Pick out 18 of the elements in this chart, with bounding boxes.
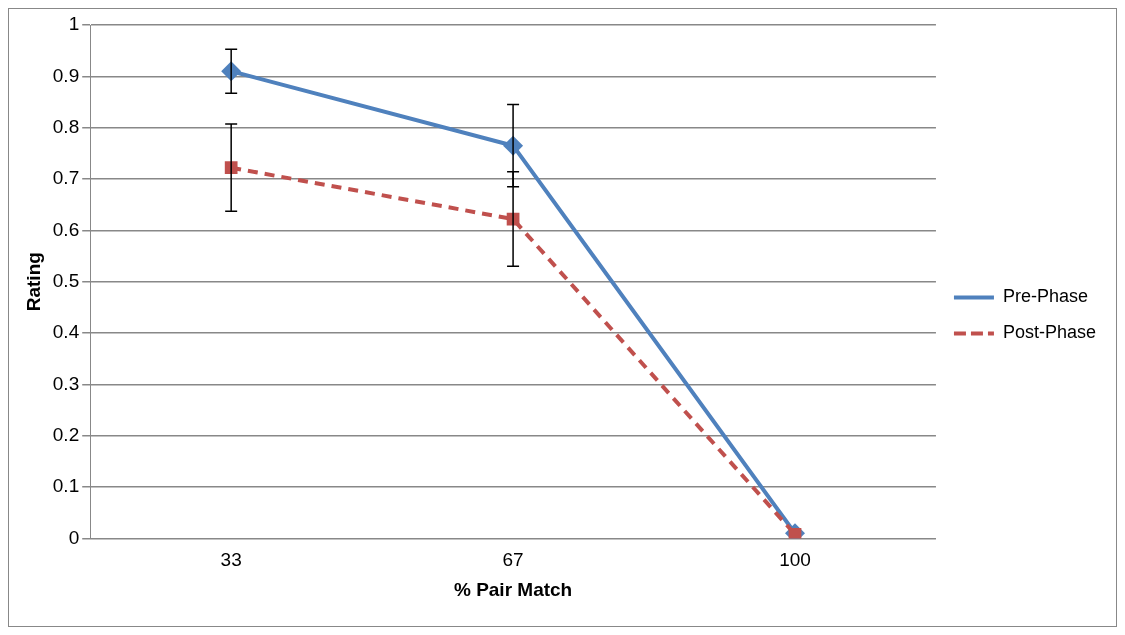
- legend-label: Pre-Phase: [1002, 286, 1088, 307]
- y-tick-label: 0: [68, 526, 80, 548]
- y-tick-label: 0.9: [52, 64, 80, 86]
- y-tick-label: 0.6: [52, 218, 80, 240]
- legend-label: Post-Phase: [1002, 322, 1097, 343]
- x-tick-label: 33: [220, 549, 242, 571]
- x-tick-label: 100: [779, 549, 811, 571]
- x-tick-label: 67: [502, 549, 524, 571]
- y-tick-label: 0.3: [52, 372, 80, 394]
- y-tick-label: 0.8: [52, 115, 80, 137]
- y-tick-label: 0.1: [52, 475, 80, 497]
- y-tick-label: 0.2: [52, 423, 80, 445]
- y-tick-label: 0.4: [52, 321, 80, 343]
- y-axis-title: Rating: [22, 252, 44, 312]
- y-tick-label: 0.5: [52, 269, 80, 291]
- y-tick-label: 1: [68, 13, 80, 35]
- x-axis-title: % Pair Match: [453, 578, 573, 600]
- y-tick-label: 0.7: [52, 167, 80, 189]
